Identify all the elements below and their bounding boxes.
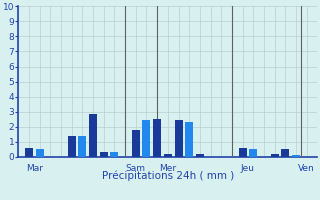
Bar (110, 152, 118, 157)
Text: Jeu: Jeu (241, 164, 255, 173)
Bar (25, 148, 33, 157)
Text: Mer: Mer (159, 164, 176, 173)
Text: Mar: Mar (26, 164, 43, 173)
Bar (281, 149, 289, 157)
Bar (142, 120, 150, 157)
Bar (153, 119, 161, 157)
Bar (78, 136, 86, 157)
Bar (164, 154, 172, 157)
Bar (292, 155, 300, 157)
Bar (68, 136, 76, 157)
Bar (132, 130, 140, 157)
Bar (100, 152, 108, 157)
Bar (249, 149, 257, 157)
Bar (185, 122, 193, 157)
X-axis label: Précipitations 24h ( mm ): Précipitations 24h ( mm ) (102, 171, 234, 181)
Bar (89, 114, 97, 157)
Text: Ven: Ven (298, 164, 315, 173)
Bar (196, 154, 204, 157)
Bar (36, 149, 44, 157)
Bar (238, 148, 246, 157)
Bar (174, 120, 182, 157)
Text: Sam: Sam (126, 164, 146, 173)
Bar (270, 154, 278, 157)
